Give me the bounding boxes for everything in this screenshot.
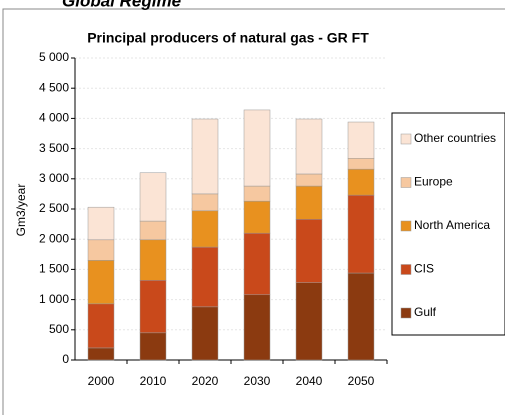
bar-segment xyxy=(295,185,323,220)
bar-segment xyxy=(87,206,115,241)
bar-segment xyxy=(347,168,375,196)
legend-swatch xyxy=(400,307,412,319)
bar-segment xyxy=(139,280,167,334)
y-tick-label: 3 500 xyxy=(39,141,69,155)
bar-segment xyxy=(243,232,271,296)
bar-segment xyxy=(139,220,167,241)
x-tick-label: 2040 xyxy=(296,374,323,388)
legend-swatch xyxy=(400,220,412,232)
y-tick-label: 5 000 xyxy=(39,50,69,64)
bar-segment xyxy=(139,172,167,222)
bar-segment xyxy=(191,306,219,361)
bar-segment xyxy=(191,246,219,308)
legend-label: Other countries xyxy=(414,131,496,145)
legend-swatch xyxy=(400,133,412,145)
frame xyxy=(2,8,505,415)
bar-segment xyxy=(295,173,323,187)
chart-title: Principal producers of natural gas - GR … xyxy=(87,30,369,46)
bar-segment xyxy=(191,210,219,248)
legend-swatch xyxy=(400,177,412,188)
bar-segment xyxy=(295,282,323,361)
bar-segment xyxy=(347,121,375,159)
legend-label: Europe xyxy=(414,175,453,189)
x-tick-label: 2010 xyxy=(140,374,167,388)
y-tick-label: 500 xyxy=(49,322,69,336)
bar-segment xyxy=(243,200,271,234)
legend-swatch xyxy=(400,264,412,275)
bar-segment xyxy=(295,219,323,283)
y-tick-label: 2 500 xyxy=(39,201,69,215)
bar-segment xyxy=(347,158,375,170)
bar-segment xyxy=(87,347,115,361)
bar-segment xyxy=(243,109,271,187)
y-tick-label: 4 500 xyxy=(39,80,69,94)
y-axis-label: Gm3/year xyxy=(14,184,28,237)
x-tick-label: 2020 xyxy=(192,374,219,388)
legend-label: CIS xyxy=(414,262,434,276)
y-tick-label: 1 000 xyxy=(39,292,69,306)
bar-segment xyxy=(191,118,219,195)
bar-segment xyxy=(87,260,115,305)
bar-segment xyxy=(243,294,271,361)
y-tick-label: 1 500 xyxy=(39,262,69,276)
bar-segment xyxy=(243,185,271,202)
bar-segment xyxy=(347,194,375,274)
bar-segment xyxy=(139,239,167,281)
legend-label: Gulf xyxy=(414,305,437,319)
legend-label: North America xyxy=(414,218,490,232)
bar-segment xyxy=(87,303,115,349)
y-tick-label: 3 000 xyxy=(39,171,69,185)
y-tick-label: 4 000 xyxy=(39,111,69,125)
header-title: Global Regime xyxy=(62,0,181,10)
bar-segment xyxy=(295,118,323,175)
x-tick-label: 2030 xyxy=(244,374,271,388)
x-tick-label: 2000 xyxy=(88,374,115,388)
bar-segment xyxy=(191,193,219,212)
y-tick-label: 0 xyxy=(62,352,69,366)
x-tick-label: 2050 xyxy=(348,374,375,388)
bar-segment xyxy=(347,272,375,361)
y-tick-label: 2 000 xyxy=(39,231,69,245)
bar-segment xyxy=(139,332,167,361)
bar-segment xyxy=(87,239,115,261)
